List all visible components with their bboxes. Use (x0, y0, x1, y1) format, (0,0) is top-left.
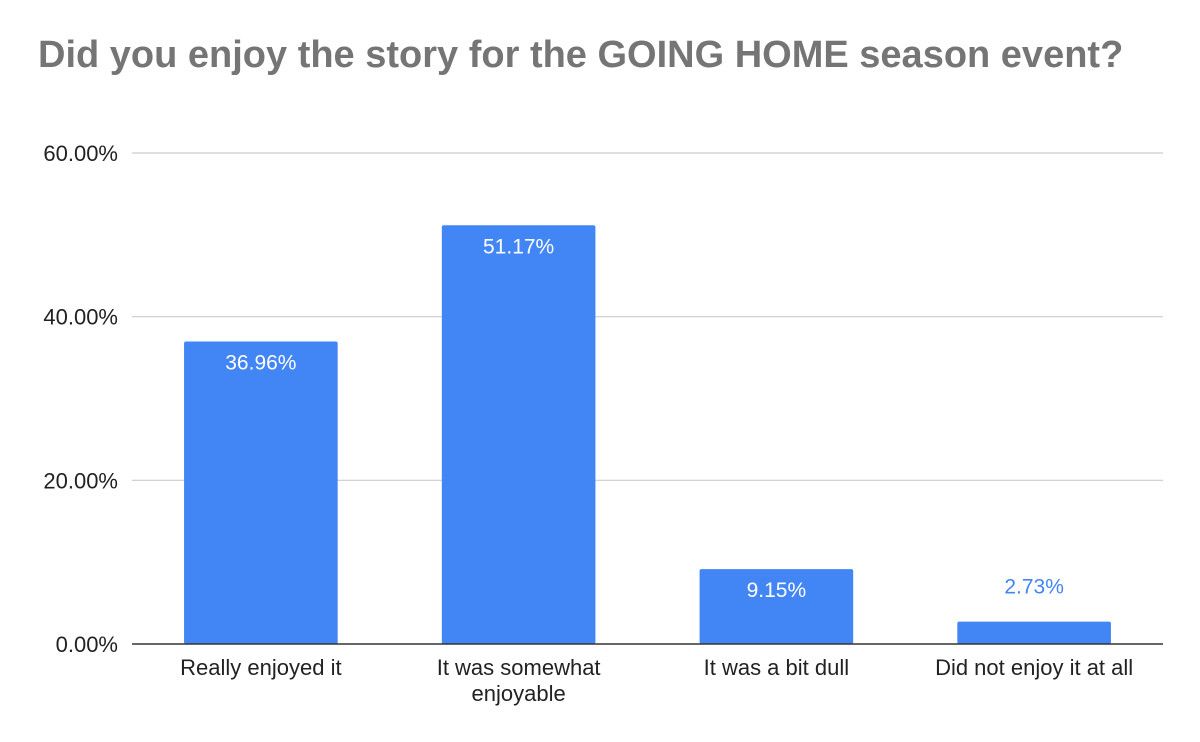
bars (184, 225, 1111, 644)
x-tick-label: It was somewhat (437, 655, 601, 680)
data-labels: 36.96% 51.17% 9.15% 2.73% (225, 235, 1064, 602)
data-label: 9.15% (747, 579, 807, 602)
data-label: 36.96% (225, 352, 296, 375)
x-tick-label: enjoyable (472, 681, 566, 706)
category-labels: Really enjoyed it It was somewhatenjoyabl… (180, 655, 1133, 706)
y-tick-label: 0.00% (56, 632, 118, 657)
data-label: 51.17% (483, 235, 554, 258)
chart-title: Did you enjoy the story for the GOING HO… (38, 34, 1124, 76)
bar (957, 621, 1111, 644)
bar (441, 225, 596, 644)
bar (184, 341, 338, 644)
y-tick-label: 20.00% (43, 468, 118, 493)
x-tick-label: It was a bit dull (704, 655, 850, 680)
y-axis-ticks: 0.00% 20.00% 40.00% 60.00% (43, 141, 118, 657)
data-label: 2.73% (1004, 576, 1064, 599)
y-tick-label: 40.00% (43, 305, 118, 330)
y-tick-label: 60.00% (43, 141, 118, 166)
x-tick-label: Really enjoyed it (180, 655, 341, 680)
x-tick-label: Did not enjoy it at all (935, 655, 1133, 680)
bar (699, 569, 854, 644)
